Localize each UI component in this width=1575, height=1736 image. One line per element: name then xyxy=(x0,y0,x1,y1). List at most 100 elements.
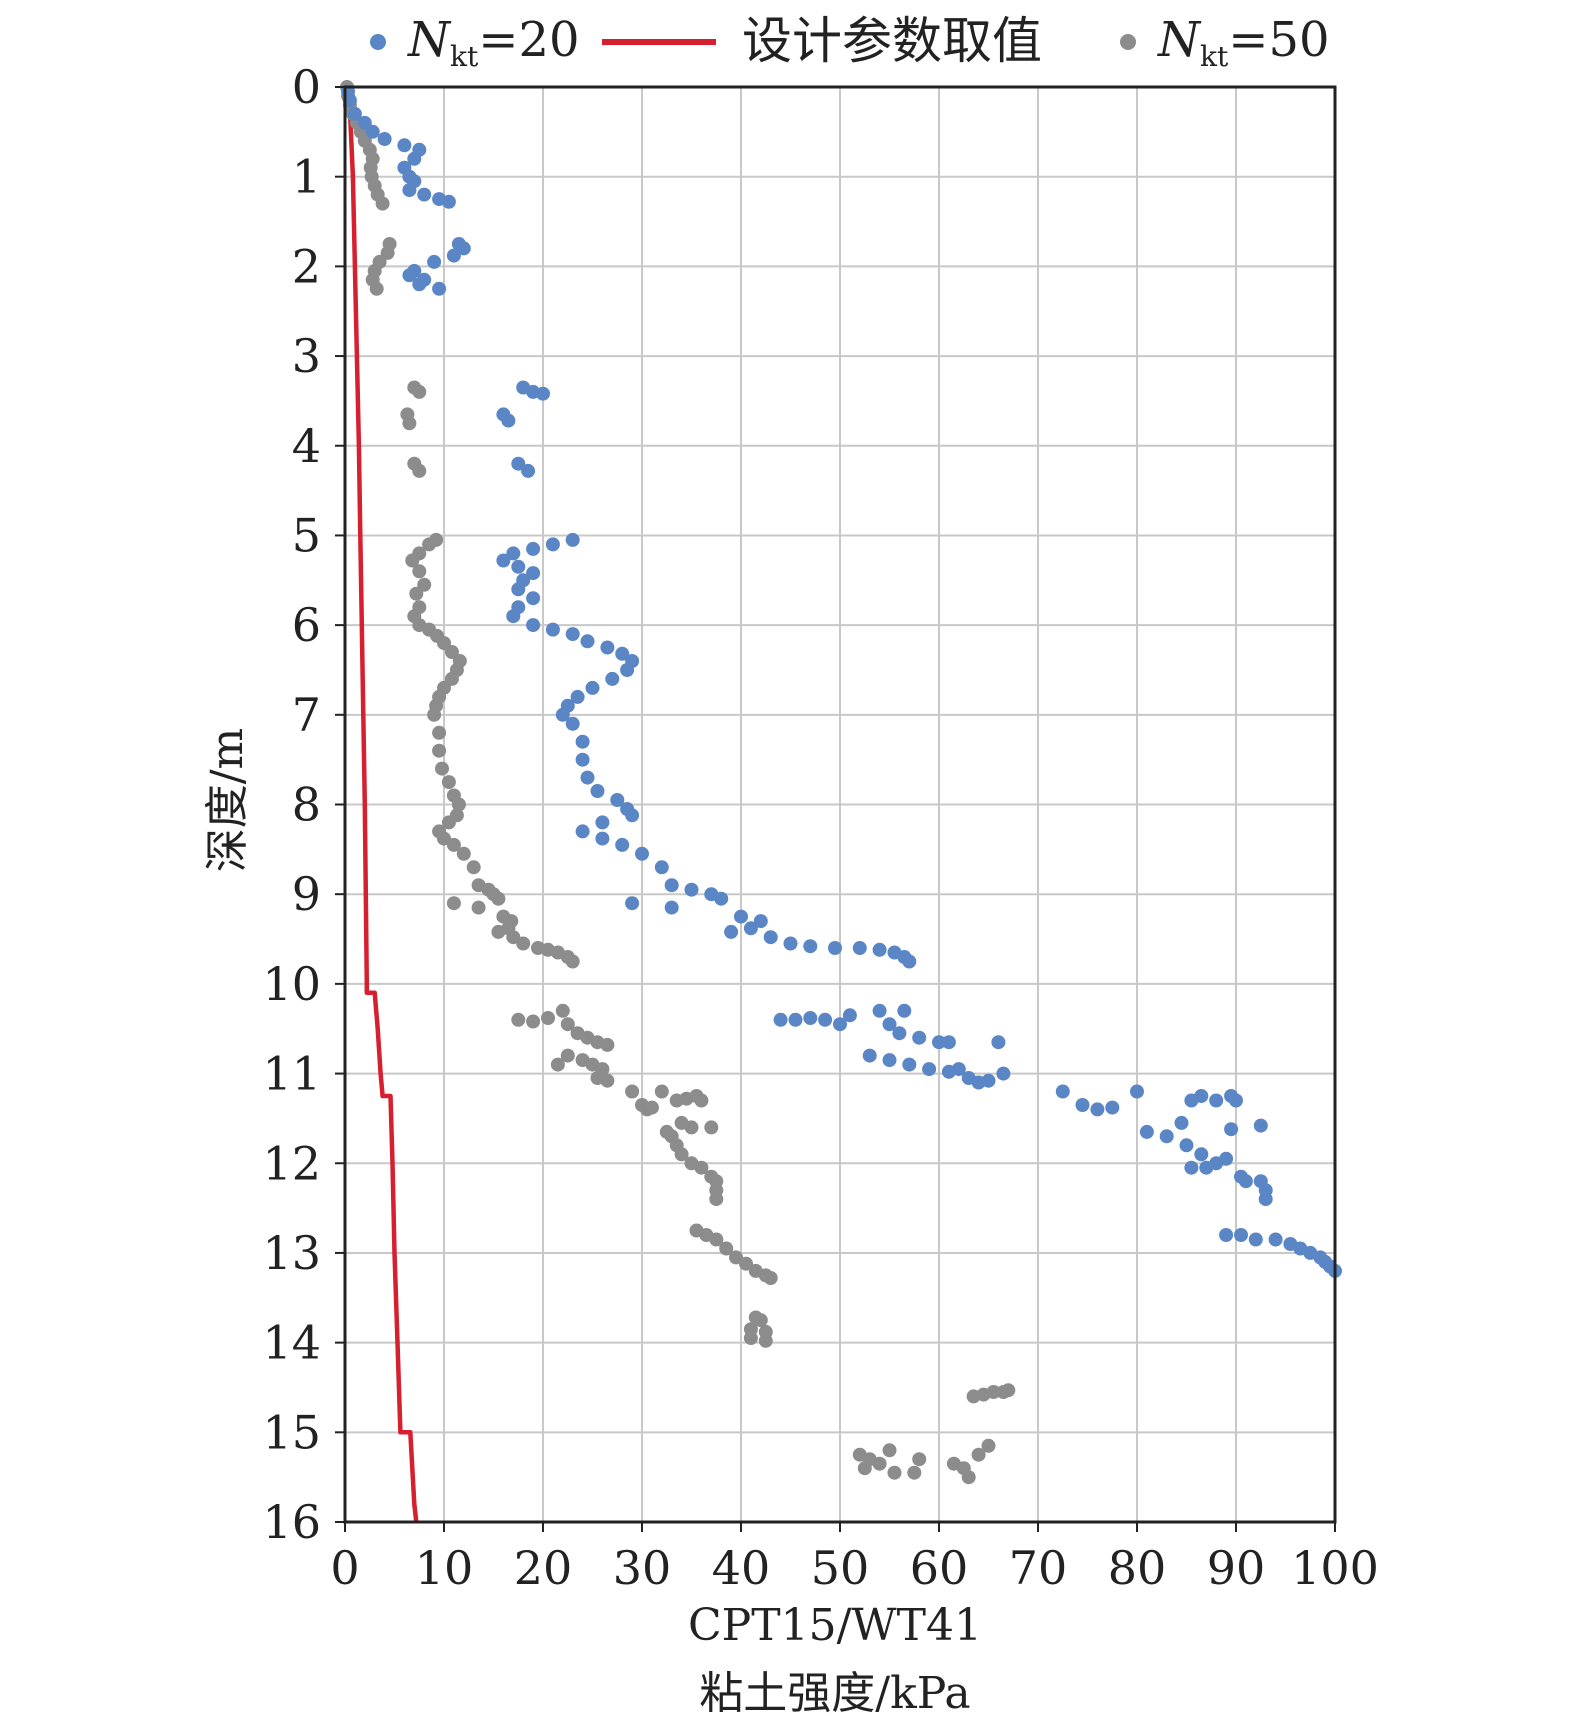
data-point-nkt50 xyxy=(739,1256,753,1271)
data-point-nkt50 xyxy=(565,954,580,969)
data-point-nkt50 xyxy=(441,815,456,830)
data-point-nkt50 xyxy=(375,196,390,211)
y-tick-label: 11 xyxy=(262,1047,321,1101)
data-point-nkt20 xyxy=(1268,1232,1283,1247)
y-tick-label: 6 xyxy=(292,598,321,652)
data-point-nkt20 xyxy=(872,942,887,957)
data-point-nkt20 xyxy=(1055,1084,1070,1099)
data-point-nkt20 xyxy=(511,456,526,471)
data-point-nkt20 xyxy=(496,553,511,568)
data-point-nkt20 xyxy=(521,463,536,478)
x-tick-label: 10 xyxy=(415,1541,474,1595)
data-point-nkt50 xyxy=(511,1012,526,1027)
x-tick-label: 90 xyxy=(1207,1541,1266,1595)
data-point-nkt20 xyxy=(575,824,590,839)
data-point-nkt20 xyxy=(625,808,640,823)
data-point-nkt20 xyxy=(545,537,560,552)
data-point-nkt50 xyxy=(872,1456,887,1471)
data-point-nkt50 xyxy=(541,1011,555,1025)
data-point-nkt50 xyxy=(753,1313,768,1328)
data-point-nkt20 xyxy=(590,784,605,798)
data-point-nkt20 xyxy=(892,1026,907,1041)
data-point-nkt50 xyxy=(644,1100,659,1115)
data-point-nkt20 xyxy=(575,734,590,749)
data-point-nkt20 xyxy=(526,541,541,556)
data-point-nkt20 xyxy=(714,891,729,906)
data-point-nkt20 xyxy=(620,663,635,677)
data-point-nkt50 xyxy=(684,1120,699,1135)
data-point-nkt20 xyxy=(1224,1122,1239,1137)
design-parameter-line xyxy=(346,86,419,1523)
data-point-nkt20 xyxy=(872,1003,887,1018)
data-point-nkt20 xyxy=(1253,1118,1268,1133)
y-tick-label: 1 xyxy=(292,150,321,204)
data-point-nkt50 xyxy=(526,1014,541,1029)
data-point-nkt20 xyxy=(526,566,541,581)
data-point-nkt20 xyxy=(412,277,427,292)
data-point-nkt20 xyxy=(605,671,620,686)
data-point-nkt20 xyxy=(734,909,748,924)
data-point-nkt20 xyxy=(1234,1228,1248,1242)
data-point-nkt50 xyxy=(427,707,442,722)
data-point-nkt20 xyxy=(635,846,649,861)
data-point-nkt20 xyxy=(654,860,669,875)
data-point-nkt20 xyxy=(407,151,422,166)
data-point-nkt20 xyxy=(1159,1129,1174,1144)
data-point-nkt50 xyxy=(550,1057,565,1072)
data-point-nkt50 xyxy=(491,924,506,939)
y-tick-label: 7 xyxy=(292,688,321,742)
data-point-nkt20 xyxy=(446,248,461,263)
data-point-nkt50 xyxy=(729,1250,743,1265)
data-point-nkt50 xyxy=(600,1073,615,1088)
data-point-nkt20 xyxy=(882,1017,897,1032)
data-point-nkt50 xyxy=(446,896,461,911)
data-point-nkt50 xyxy=(709,1232,724,1247)
data-point-nkt50 xyxy=(380,245,395,260)
data-point-nkt50 xyxy=(432,725,447,740)
data-point-nkt50 xyxy=(600,1037,615,1052)
data-point-nkt20 xyxy=(610,793,625,807)
x-tick-label: 40 xyxy=(712,1541,771,1595)
data-point-nkt20 xyxy=(580,634,595,649)
x-axis-label: CPT15/WT41 xyxy=(688,1600,982,1651)
data-point-nkt20 xyxy=(511,559,526,574)
y-tick-label: 16 xyxy=(262,1495,321,1549)
data-point-nkt20 xyxy=(570,689,585,704)
data-point-nkt50 xyxy=(369,281,384,296)
data-point-nkt20 xyxy=(365,124,380,139)
data-point-nkt50 xyxy=(981,1438,996,1453)
y-tick-label: 12 xyxy=(262,1136,321,1190)
data-point-nkt20 xyxy=(377,132,392,146)
data-point-nkt20 xyxy=(1219,1228,1234,1242)
data-point-nkt20 xyxy=(852,941,867,955)
data-point-nkt20 xyxy=(912,1030,927,1045)
y-tick-label: 5 xyxy=(292,508,321,562)
data-point-nkt20 xyxy=(501,413,516,428)
data-point-nkt20 xyxy=(536,386,550,401)
legend-marker-nkt20 xyxy=(370,34,386,50)
data-point-nkt50 xyxy=(694,1160,709,1175)
data-point-nkt50 xyxy=(694,1093,709,1108)
data-point-nkt20 xyxy=(664,878,679,893)
data-point-nkt50 xyxy=(882,1443,897,1458)
data-point-nkt50 xyxy=(625,1084,640,1099)
legend-label-nkt50: Nkt=50 xyxy=(1157,12,1330,73)
data-point-nkt50 xyxy=(444,671,459,686)
series-nkt50 xyxy=(340,80,1016,1485)
data-point-nkt20 xyxy=(397,138,412,153)
data-point-nkt20 xyxy=(456,241,471,256)
data-point-nkt20 xyxy=(882,1053,897,1068)
data-point-nkt50 xyxy=(743,1331,758,1346)
data-point-nkt20 xyxy=(402,183,417,198)
y-axis-label: 深度/m xyxy=(202,728,253,873)
data-point-nkt50 xyxy=(971,1447,986,1462)
grid xyxy=(344,86,1336,1523)
data-point-nkt20 xyxy=(862,1048,877,1063)
data-point-nkt20 xyxy=(565,627,580,642)
y-tick-label: 13 xyxy=(262,1226,321,1280)
data-point-nkt50 xyxy=(402,416,417,431)
data-point-nkt50 xyxy=(560,1048,575,1063)
data-point-nkt20 xyxy=(951,1062,966,1077)
data-point-nkt20 xyxy=(441,194,456,209)
data-point-nkt20 xyxy=(971,1075,986,1090)
